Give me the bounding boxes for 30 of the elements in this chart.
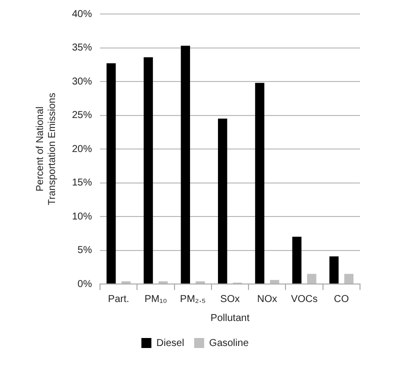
bar <box>307 274 316 284</box>
bar <box>344 274 354 284</box>
bar <box>270 280 280 284</box>
bar <box>106 63 116 284</box>
y-tick-label: 5% <box>78 245 92 256</box>
x-tick-label: PM₂.₅ <box>180 294 206 305</box>
y-tick-label: 0% <box>78 278 92 290</box>
y-tick-label: 35% <box>72 42 92 54</box>
y-tick-label: 30% <box>72 76 92 88</box>
x-tick-label: NOx <box>257 294 278 305</box>
bar <box>329 256 339 284</box>
x-tick-label: SOx <box>220 294 240 305</box>
y-tick-label: 20% <box>72 144 92 155</box>
y-tick-label: 15% <box>72 178 92 188</box>
bar <box>292 236 302 284</box>
bar <box>180 46 190 284</box>
bar <box>144 57 153 284</box>
legend-label: Gasoline <box>209 338 250 349</box>
y-tick-label: 10% <box>72 211 92 222</box>
y-tick-label: 40% <box>72 8 92 20</box>
x-tick-label: PM₁₀ <box>144 294 167 305</box>
x-tick-label: Part. <box>108 294 130 305</box>
x-tick-label: CO <box>334 294 350 305</box>
legend-label: Diesel <box>156 338 184 349</box>
bar <box>255 82 264 284</box>
x-tick-label: VOCs <box>290 294 318 305</box>
y-tick-label: 25% <box>72 110 92 121</box>
bar <box>218 118 228 284</box>
x-axis-title: Pollutant <box>210 312 250 324</box>
y-axis-title: Percent of National Transportation Emissions <box>34 92 58 206</box>
